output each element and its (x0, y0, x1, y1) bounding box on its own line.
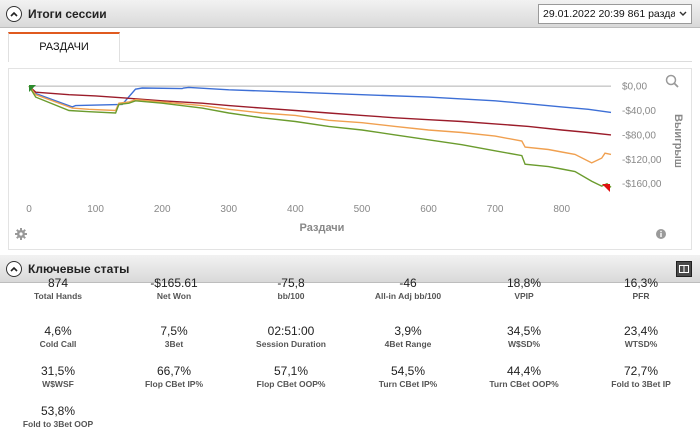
x-tick-label: 0 (26, 204, 32, 215)
y-tick-label: -$120,00 (622, 155, 662, 166)
stat-item: 53,8% Fold to 3Bet OOP (0, 404, 116, 430)
stat-item: 54,5% Turn CBet IP% (350, 364, 466, 390)
stat-value: 72,7% (623, 364, 659, 378)
stat-item: 34,5% W$SD% (466, 324, 582, 350)
series-line-0 (28, 85, 612, 114)
stat-value: 7,5% (160, 324, 188, 338)
x-tick-label: 200 (154, 204, 171, 215)
session-title: Итоги сессии (28, 6, 107, 21)
x-axis-label: Раздачи (300, 222, 345, 234)
stat-item: -75,8 bb/100 (233, 276, 349, 302)
stat-value: 4,6% (44, 324, 72, 338)
end-marker (602, 184, 610, 192)
stat-item: 57,1% Flop CBet OOP% (233, 364, 349, 390)
y-tick-label: -$160,00 (622, 179, 662, 190)
stat-value: 874 (47, 276, 69, 290)
stat-label: PFR (632, 291, 650, 301)
stat-label: 4Bet Range (384, 339, 432, 349)
stat-label: bb/100 (277, 291, 305, 301)
magnifier-icon[interactable] (665, 74, 679, 88)
stat-label: WTSD% (624, 339, 658, 349)
columns-icon (679, 265, 689, 273)
gear-icon[interactable] (15, 228, 27, 240)
y-tick-label: -$80,00 (622, 130, 656, 141)
x-tick-label: 600 (420, 204, 437, 215)
stat-label: VPIP (514, 291, 534, 301)
stat-label: Turn CBet OOP% (489, 379, 559, 389)
info-icon[interactable] (656, 229, 666, 239)
stat-item: -46 All-in Adj bb/100 (350, 276, 466, 302)
stat-item: 874 Total Hands (0, 276, 116, 302)
stat-label: Flop CBet IP% (144, 379, 204, 389)
stat-label: Fold to 3Bet OOP (22, 419, 94, 429)
x-tick-label: 800 (553, 204, 570, 215)
stat-label: W$WSF (42, 379, 74, 389)
stat-item: 18,8% VPIP (466, 276, 582, 302)
stat-label: Fold to 3Bet IP (611, 379, 671, 389)
stat-value: 02:51:00 (267, 324, 315, 338)
series-line-1 (28, 85, 612, 136)
chevron-down-icon (675, 5, 691, 23)
stats-header: Ключевые статы (0, 255, 700, 283)
stat-label: Flop CBet OOP% (256, 379, 326, 389)
stat-value: 66,7% (156, 364, 192, 378)
y-tick-label: $0,00 (622, 82, 647, 93)
stats-title: Ключевые статы (28, 261, 130, 276)
chevron-up-icon (10, 11, 18, 17)
stat-item: 23,4% WTSD% (583, 324, 699, 350)
stat-item: 72,7% Fold to 3Bet IP (583, 364, 699, 390)
stat-value: -75,8 (277, 276, 305, 290)
stat-item: 44,4% Turn CBet OOP% (466, 364, 582, 390)
collapse-session-button[interactable] (6, 5, 22, 22)
x-tick-label: 500 (354, 204, 371, 215)
stat-label: W$SD% (507, 339, 541, 349)
stat-value: 57,1% (273, 364, 309, 378)
stat-item: 7,5% 3Bet (116, 324, 232, 350)
stat-value: 54,5% (390, 364, 426, 378)
session-header: Итоги сессии 29.01.2022 20:39 861 раздач… (0, 0, 700, 28)
stat-value: 16,3% (623, 276, 659, 290)
stat-item: 31,5% W$WSF (0, 364, 116, 390)
layout-toggle-button[interactable] (676, 261, 692, 277)
y-axis-label: Выигрыш (672, 114, 684, 168)
series-line-3 (28, 85, 612, 188)
stat-item: 66,7% Flop CBet IP% (116, 364, 232, 390)
start-marker (29, 85, 36, 92)
x-tick-label: 700 (487, 204, 504, 215)
stat-value: -46 (399, 276, 417, 290)
stat-item: 02:51:00 Session Duration (233, 324, 349, 350)
stat-item: 16,3% PFR (583, 276, 699, 302)
x-tick-label: 400 (287, 204, 304, 215)
chevron-up-icon (10, 266, 18, 272)
stat-item: -$165.61 Net Won (116, 276, 232, 302)
stat-label: 3Bet (164, 339, 184, 349)
stat-value: 53,8% (40, 404, 76, 418)
winnings-chart: 0 100 200 300 400 500 600 700 800 $0,00 -$40,00 -$… (8, 68, 692, 250)
stat-label: Session Duration (256, 339, 326, 349)
chart-svg: 0 100 200 300 400 500 600 700 800 $0,00 -$40,00 -$… (15, 74, 684, 240)
stat-value: 44,4% (506, 364, 542, 378)
stat-label: Total Hands (33, 291, 82, 301)
stat-value: 23,4% (623, 324, 659, 338)
stat-value: 31,5% (40, 364, 76, 378)
tab-bar: РАЗДАЧИ (8, 32, 692, 62)
y-tick-label: -$40,00 (622, 106, 656, 117)
session-select-value: 29.01.2022 20:39 861 раздач) (543, 8, 685, 20)
stat-label: All-in Adj bb/100 (374, 291, 442, 301)
stat-value: 3,9% (394, 324, 422, 338)
stat-value: 18,8% (506, 276, 542, 290)
stat-label: Net Won (156, 291, 192, 301)
collapse-stats-button[interactable] (6, 260, 22, 277)
stat-label: Cold Call (39, 339, 77, 349)
session-select[interactable]: 29.01.2022 20:39 861 раздач) (538, 4, 692, 24)
stat-value: 34,5% (506, 324, 542, 338)
x-tick-label: 100 (87, 204, 104, 215)
x-tick-label: 300 (220, 204, 237, 215)
stat-value: -$165.61 (150, 276, 198, 290)
stat-item: 3,9% 4Bet Range (350, 324, 466, 350)
tab-hands[interactable]: РАЗДАЧИ (8, 32, 120, 62)
stat-label: Turn CBet IP% (378, 379, 438, 389)
stat-item: 4,6% Cold Call (0, 324, 116, 350)
